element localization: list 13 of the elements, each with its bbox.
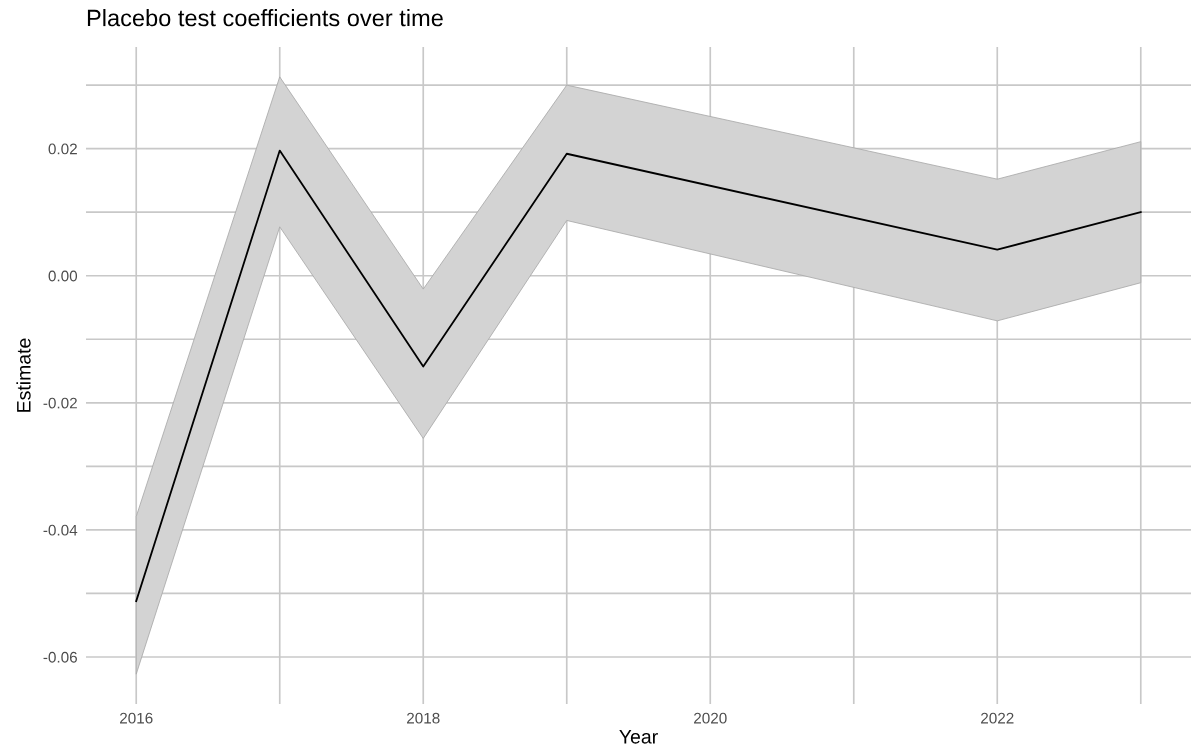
chart-title: Placebo test coefficients over time: [87, 9, 443, 27]
y-tick-label: 0.00: [48, 270, 78, 282]
line-series: [135, 149, 1142, 602]
y-axis-title: Estimate: [16, 338, 31, 412]
x-tick-label: 2022: [981, 712, 1014, 724]
x-tick-label: 2018: [407, 712, 440, 724]
x-axis-title: Year: [619, 730, 658, 744]
y-tick-label: 0.02: [48, 143, 77, 155]
x-tick-label: 2020: [694, 712, 727, 724]
y-tick-label: -0.06: [43, 651, 77, 663]
y-tick-label: -0.04: [43, 524, 78, 536]
y-tick-label: -0.02: [43, 397, 77, 409]
x-tick-label: 2016: [120, 712, 153, 724]
